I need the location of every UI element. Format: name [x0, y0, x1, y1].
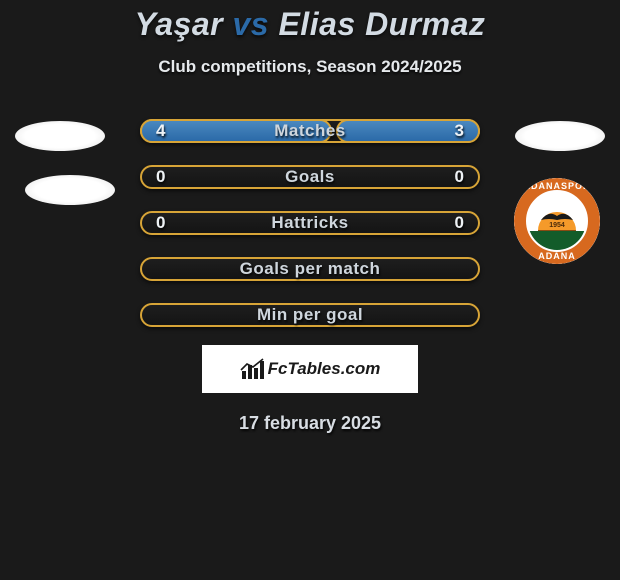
- title: Yaşar vs Elias Durmaz: [0, 6, 620, 43]
- stat-row: Min per goal: [140, 303, 480, 327]
- stat-row: Goals per match: [140, 257, 480, 281]
- vs-label: vs: [232, 6, 269, 42]
- crest-grass-icon: [528, 231, 586, 250]
- stat-label: Matches: [274, 121, 346, 141]
- stat-label: Min per goal: [257, 305, 363, 325]
- crest-center: 1954: [528, 192, 586, 250]
- stat-row: 4 Matches 3: [140, 119, 480, 143]
- player2-name: Elias Durmaz: [278, 6, 485, 42]
- stat-value-left: 0: [156, 213, 165, 233]
- crest-bottom-text: ADANA: [514, 251, 600, 261]
- branding-box: FcTables.com: [202, 345, 418, 393]
- stat-row: 0 Goals 0: [140, 165, 480, 189]
- stat-value-left: 4: [156, 121, 165, 141]
- branding-text: FcTables.com: [268, 359, 381, 379]
- stat-value-right: 0: [455, 167, 464, 187]
- bar-chart-icon: [240, 357, 264, 381]
- date-line: 17 february 2025: [0, 413, 620, 434]
- crest-top-text: ADANASPOR: [514, 181, 600, 191]
- stat-row: 0 Hattricks 0: [140, 211, 480, 235]
- stat-label: Hattricks: [271, 213, 348, 233]
- team1-badge-placeholder-2: [25, 175, 115, 205]
- crest-year: 1954: [549, 222, 565, 229]
- team1-badge-placeholder: [15, 121, 105, 151]
- player1-name: Yaşar: [135, 6, 224, 42]
- club-crest: ADANASPOR ADANA 1954: [514, 178, 600, 264]
- stat-value-left: 0: [156, 167, 165, 187]
- stat-value-right: 3: [455, 121, 464, 141]
- team2-badge-placeholder: [515, 121, 605, 151]
- stat-label: Goals: [285, 167, 335, 187]
- comparison-card: Yaşar vs Elias Durmaz Club competitions,…: [0, 0, 620, 434]
- subtitle: Club competitions, Season 2024/2025: [0, 57, 620, 77]
- stat-value-right: 0: [455, 213, 464, 233]
- stat-label: Goals per match: [240, 259, 381, 279]
